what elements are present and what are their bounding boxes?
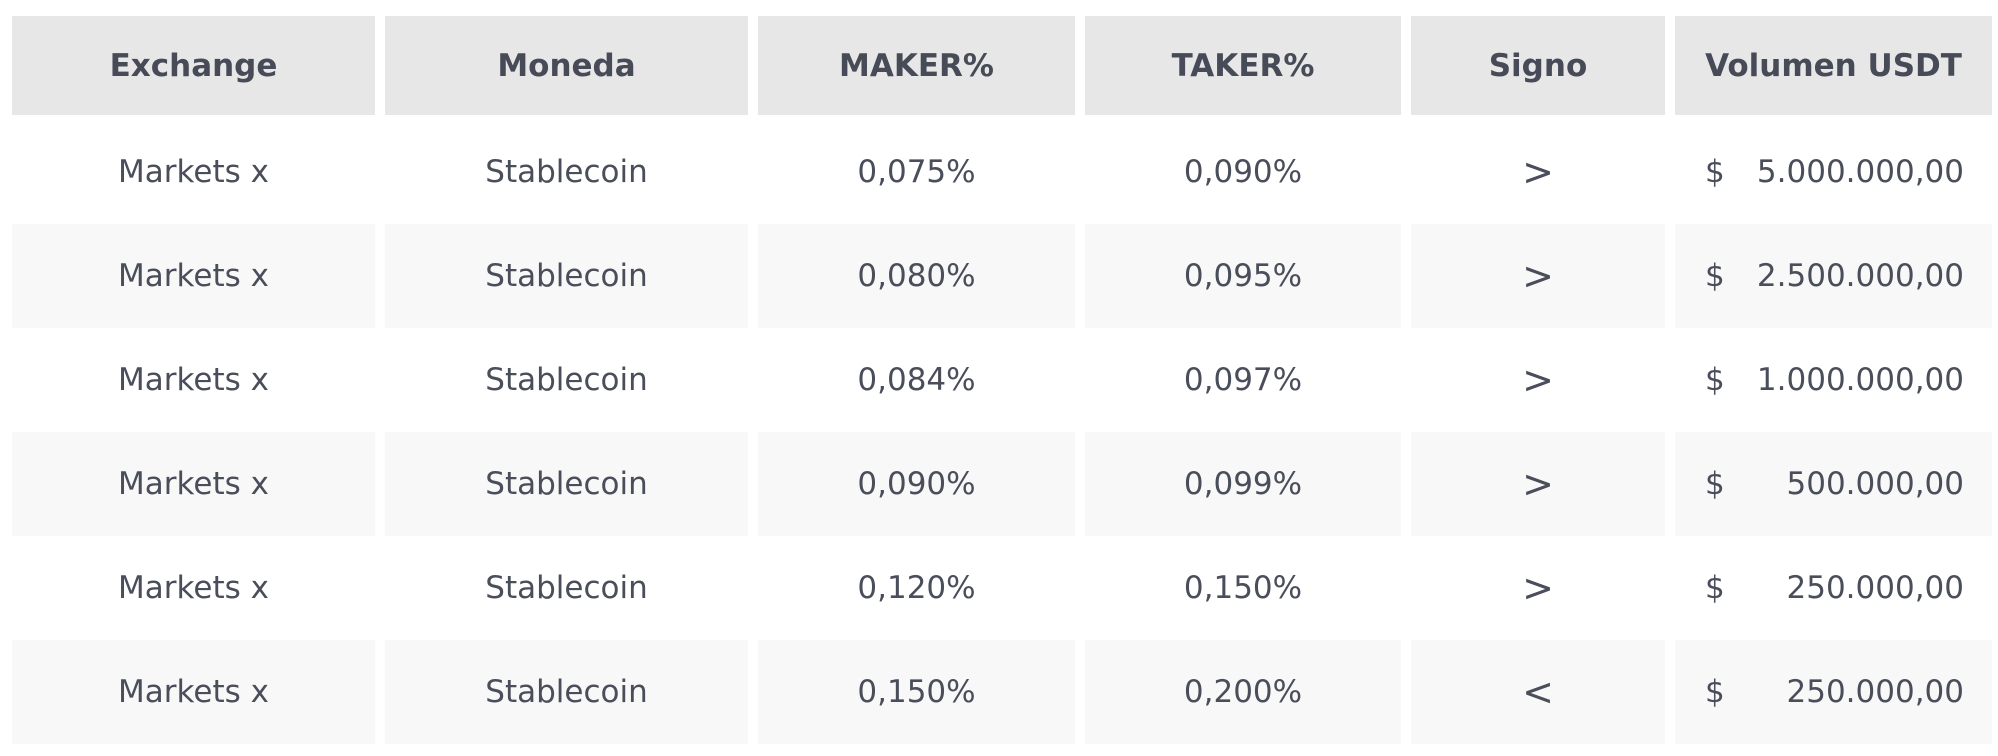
header-moneda: Moneda [385, 16, 748, 115]
cell-volumen: $ 5.000.000,00 [1675, 120, 1992, 224]
cell-volumen: $ 2.500.000,00 [1675, 224, 1992, 328]
cell-moneda: Stablecoin [385, 120, 748, 224]
currency-symbol: $ [1705, 674, 1725, 710]
cell-exchange: Markets x [12, 640, 375, 744]
cell-maker: 0,084% [758, 328, 1075, 432]
cell-volumen: $ 250.000,00 [1675, 536, 1992, 640]
cell-moneda: Stablecoin [385, 536, 748, 640]
cell-taker: 0,099% [1085, 432, 1401, 536]
cell-exchange: Markets x [12, 432, 375, 536]
cell-volumen: $ 1.000.000,00 [1675, 328, 1992, 432]
cell-signo: < [1411, 640, 1665, 744]
cell-volumen: $ 500.000,00 [1675, 432, 1992, 536]
cell-taker: 0,095% [1085, 224, 1401, 328]
currency-symbol: $ [1705, 154, 1725, 190]
header-taker: TAKER% [1085, 16, 1401, 115]
volume-amount: 5.000.000,00 [1756, 154, 1964, 190]
header-signo: Signo [1411, 16, 1665, 115]
cell-taker: 0,200% [1085, 640, 1401, 744]
cell-taker: 0,090% [1085, 120, 1401, 224]
cell-signo: > [1411, 328, 1665, 432]
cell-signo: > [1411, 120, 1665, 224]
header-volumen: Volumen USDT [1675, 16, 1992, 115]
cell-moneda: Stablecoin [385, 432, 748, 536]
currency-symbol: $ [1705, 570, 1725, 606]
currency-symbol: $ [1705, 466, 1725, 502]
cell-signo: > [1411, 432, 1665, 536]
cell-exchange: Markets x [12, 328, 375, 432]
volume-amount: 500.000,00 [1786, 466, 1965, 502]
cell-signo: > [1411, 224, 1665, 328]
cell-moneda: Stablecoin [385, 328, 748, 432]
cell-maker: 0,120% [758, 536, 1075, 640]
cell-maker: 0,075% [758, 120, 1075, 224]
volume-amount: 250.000,00 [1786, 570, 1965, 606]
header-exchange: Exchange [12, 16, 375, 115]
cell-volumen: $ 250.000,00 [1675, 640, 1992, 744]
cell-moneda: Stablecoin [385, 640, 748, 744]
cell-exchange: Markets x [12, 536, 375, 640]
volume-amount: 1.000.000,00 [1756, 362, 1964, 398]
fee-table: Exchange Moneda MAKER% TAKER% Signo Volu… [12, 16, 1992, 744]
header-maker: MAKER% [758, 16, 1075, 115]
cell-taker: 0,097% [1085, 328, 1401, 432]
cell-moneda: Stablecoin [385, 224, 748, 328]
cell-maker: 0,150% [758, 640, 1075, 744]
cell-exchange: Markets x [12, 224, 375, 328]
volume-amount: 2.500.000,00 [1756, 258, 1964, 294]
currency-symbol: $ [1705, 362, 1725, 398]
volume-amount: 250.000,00 [1786, 674, 1965, 710]
cell-exchange: Markets x [12, 120, 375, 224]
cell-maker: 0,090% [758, 432, 1075, 536]
cell-maker: 0,080% [758, 224, 1075, 328]
cell-signo: > [1411, 536, 1665, 640]
currency-symbol: $ [1705, 258, 1725, 294]
cell-taker: 0,150% [1085, 536, 1401, 640]
